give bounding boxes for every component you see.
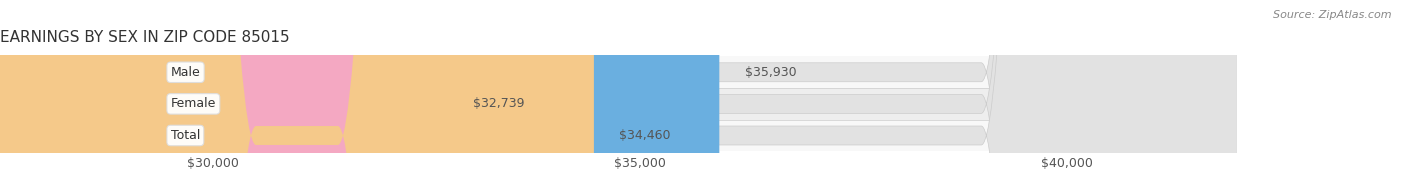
Text: $34,460: $34,460 [620, 129, 671, 142]
Text: Male: Male [170, 66, 201, 79]
FancyBboxPatch shape [0, 0, 593, 196]
Bar [0, 88, 1237, 120]
FancyBboxPatch shape [0, 0, 1237, 196]
Text: EARNINGS BY SEX IN ZIP CODE 85015: EARNINGS BY SEX IN ZIP CODE 85015 [0, 30, 290, 45]
FancyBboxPatch shape [0, 0, 720, 196]
Text: $35,930: $35,930 [745, 66, 797, 79]
FancyBboxPatch shape [0, 0, 1237, 196]
Text: Total: Total [170, 129, 200, 142]
FancyBboxPatch shape [0, 0, 1237, 196]
Text: Female: Female [170, 97, 217, 110]
Text: $32,739: $32,739 [472, 97, 524, 110]
FancyBboxPatch shape [0, 0, 447, 196]
Text: Source: ZipAtlas.com: Source: ZipAtlas.com [1274, 10, 1392, 20]
Bar [0, 120, 1237, 151]
Bar [0, 56, 1237, 88]
